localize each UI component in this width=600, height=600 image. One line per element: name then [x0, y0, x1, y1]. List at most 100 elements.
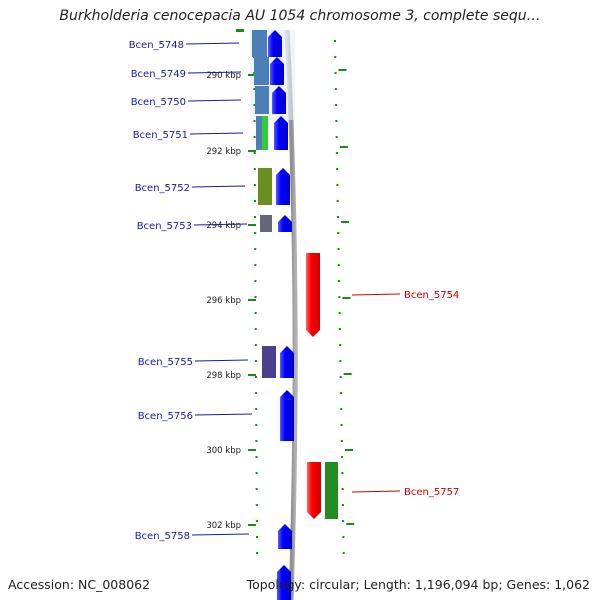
outer-dot — [335, 120, 338, 122]
outer-dot — [340, 408, 343, 410]
cds-arrow-Bcen_5757 — [307, 462, 321, 519]
axis-tick-label: 296 kbp — [206, 296, 241, 306]
outer-dot — [339, 360, 342, 362]
outer-dot — [334, 88, 337, 90]
inner-dot — [253, 88, 256, 90]
cog-block — [256, 116, 262, 150]
outer-dot — [338, 328, 341, 330]
tick-layer: 290 kbp 292 kbp 294 kbp 296 kbp 298 kbp 300 k… — [206, 29, 355, 554]
outer-dot — [338, 296, 341, 298]
outer-dot — [339, 392, 342, 394]
cog-block — [260, 215, 272, 232]
cog-block — [252, 30, 267, 57]
gene-label-Bcen_5757[interactable]: Bcen_5757 — [404, 487, 459, 498]
gene-label-Bcen_5752[interactable]: Bcen_5752 — [135, 183, 190, 194]
accession-text: Accession: NC_008062 — [8, 577, 151, 592]
gene-label-Bcen_5753[interactable]: Bcen_5753 — [137, 221, 192, 232]
gene-label-Bcen_5750[interactable]: Bcen_5750 — [131, 97, 186, 108]
inner-dot — [255, 456, 258, 458]
outer-dot — [337, 264, 340, 266]
axis-tick-label: 298 kbp — [206, 371, 241, 381]
cds-arrow-Bcen_5748 — [268, 30, 282, 57]
label-leader — [185, 42, 240, 45]
cog-block — [254, 57, 269, 85]
outer-dash — [341, 221, 350, 223]
cog-block — [255, 86, 269, 114]
label-leader — [194, 413, 253, 416]
cds-arrow-Bcen_5754 — [306, 253, 320, 337]
inner-dot — [254, 248, 257, 250]
inner-dot — [254, 216, 257, 218]
axis-tick-mark — [248, 299, 256, 301]
top-dash — [236, 29, 244, 32]
cog-block — [262, 346, 276, 378]
axis-tick-mark — [248, 150, 256, 152]
cog-block — [325, 462, 338, 519]
inner-dot — [254, 360, 257, 362]
gene-label-Bcen_5754[interactable]: Bcen_5754 — [404, 290, 459, 301]
cds-arrow-Bcen_5758 — [278, 524, 292, 549]
outer-dash — [342, 297, 351, 299]
gene-label-Bcen_5748[interactable]: Bcen_5748 — [129, 40, 184, 51]
inner-dot — [255, 440, 258, 442]
outer-dash — [343, 373, 352, 375]
outer-dot — [336, 168, 339, 170]
outer-dot — [342, 552, 345, 554]
gene-label-Bcen_5751[interactable]: Bcen_5751 — [133, 130, 188, 141]
outer-dot — [340, 424, 343, 426]
label-leader — [191, 185, 246, 188]
outer-dash — [339, 146, 348, 148]
inner-dot — [255, 488, 258, 490]
outer-dot — [341, 488, 344, 490]
outer-dot — [334, 56, 337, 58]
outer-dot — [341, 456, 344, 458]
axis-tick-mark — [248, 524, 256, 526]
gene-layer — [252, 30, 338, 600]
axis-tick-mark — [248, 449, 256, 451]
inner-dot — [253, 184, 256, 186]
outer-dot — [334, 72, 337, 74]
outer-dot — [337, 248, 340, 250]
outer-dot — [336, 216, 339, 218]
outer-dot — [338, 312, 341, 314]
inner-dot — [254, 232, 257, 234]
outer-dash — [346, 523, 355, 525]
backbone-layer — [250, 29, 298, 600]
map-title: Burkholderia cenocepacia AU 1054 chromos… — [59, 8, 541, 24]
gene-label-Bcen_5756[interactable]: Bcen_5756 — [138, 411, 193, 422]
inner-dot — [253, 104, 256, 106]
gene-label-Bcen_5755[interactable]: Bcen_5755 — [138, 357, 193, 368]
cds-arrow-Bcen_5755 — [280, 346, 294, 378]
axis-tick-mark — [248, 374, 256, 376]
gene-label-Bcen_5758[interactable]: Bcen_5758 — [135, 531, 190, 542]
label-leader — [187, 99, 242, 102]
label-leader — [193, 223, 248, 226]
inner-dot — [255, 376, 258, 378]
axis-tick-label: 292 kbp — [206, 147, 241, 157]
summary-text: Topology: circular; Length: 1,196,094 bp… — [246, 577, 590, 592]
outer-dot — [342, 536, 345, 538]
inner-dot — [254, 264, 257, 266]
outer-dot — [336, 184, 339, 186]
outer-dash — [344, 449, 353, 451]
outer-dash — [338, 69, 347, 71]
axis-tick-mark — [248, 74, 256, 76]
outer-dot — [335, 152, 338, 154]
label-leader — [194, 359, 249, 362]
label-leader — [187, 71, 242, 74]
outer-dot — [341, 472, 344, 474]
label-leader — [189, 132, 244, 135]
cds-arrow-Bcen_5752 — [276, 168, 290, 205]
cog-block — [262, 116, 268, 150]
axis-tick-label: 294 kbp — [206, 221, 241, 231]
inner-dot — [254, 312, 257, 314]
inner-dot — [255, 408, 258, 410]
inner-dot — [253, 200, 256, 202]
label-leader — [191, 533, 250, 536]
axis-tick-label: 290 kbp — [206, 71, 241, 81]
inner-dot — [253, 152, 256, 154]
gene-label-Bcen_5749[interactable]: Bcen_5749 — [131, 69, 186, 80]
cds-arrow-Bcen_5750 — [272, 86, 286, 114]
cds-arrow-Bcen_5753 — [278, 215, 292, 232]
